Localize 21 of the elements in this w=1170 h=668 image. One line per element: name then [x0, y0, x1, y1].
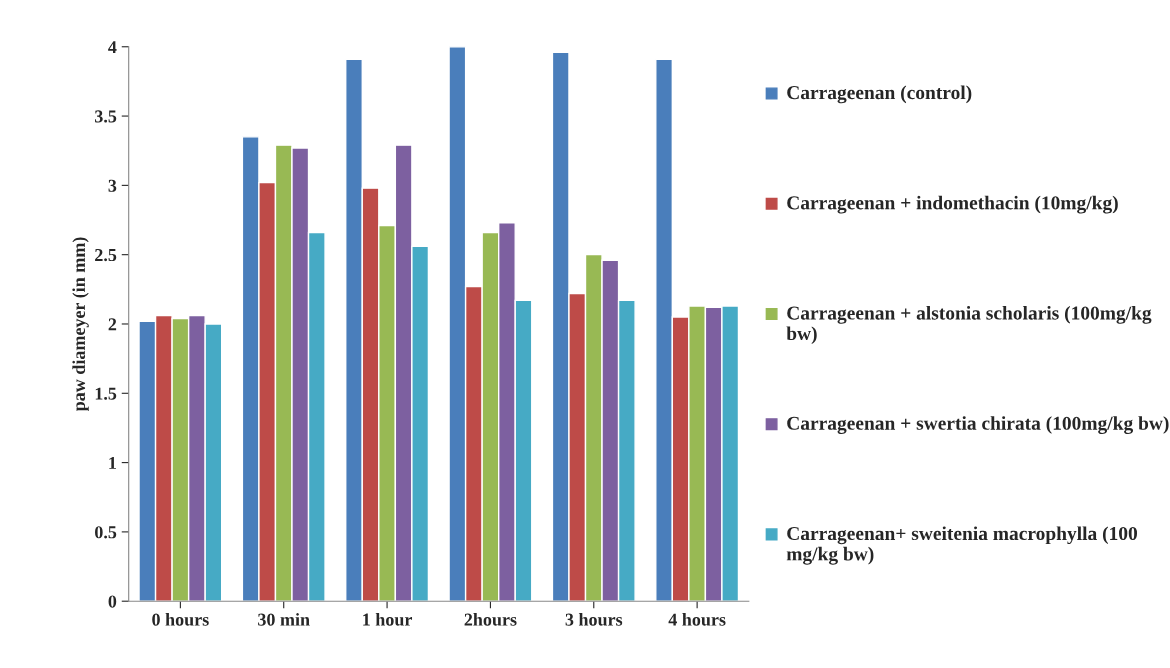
- x-tick-label: 3 hours: [565, 613, 623, 626]
- y-tick-label: 4: [108, 41, 117, 54]
- x-tick-label: 30 min: [258, 613, 310, 626]
- x-tick-label: 4 hours: [668, 613, 726, 626]
- x-tick-label: 2hours: [464, 613, 517, 626]
- x-tick-label: 0 hours: [152, 613, 209, 626]
- y-tick-label: 3: [108, 179, 117, 192]
- y-tick-label: 3.5: [95, 110, 117, 123]
- y-tick-label: 0.5: [95, 526, 117, 539]
- legend-label: Carrageenan + swertia chirata (100mg/kg bw): [787, 416, 1169, 434]
- y-tick-label: 0: [108, 595, 117, 608]
- legend-label: Carrageenan + indomethacin (10mg/kg): [787, 195, 1118, 214]
- y-axis-title: paw diameyer (in mm): [72, 237, 89, 412]
- y-tick-label: 2: [108, 318, 117, 331]
- legend-label: Carrageenan + alstonia scholaris (100mg/kg bw): [786, 305, 1152, 345]
- y-tick-label: 1: [109, 456, 116, 469]
- y-tick-label: 2.5: [95, 248, 117, 262]
- legend-label: Carrageenan (control): [787, 85, 972, 104]
- x-tick-label: 1 hour: [363, 613, 413, 626]
- legend-label: Carrageenan+ sweitenia macrophylla (100 mg/kg bw): [786, 526, 1138, 565]
- y-tick-label: 1.5: [95, 387, 117, 400]
